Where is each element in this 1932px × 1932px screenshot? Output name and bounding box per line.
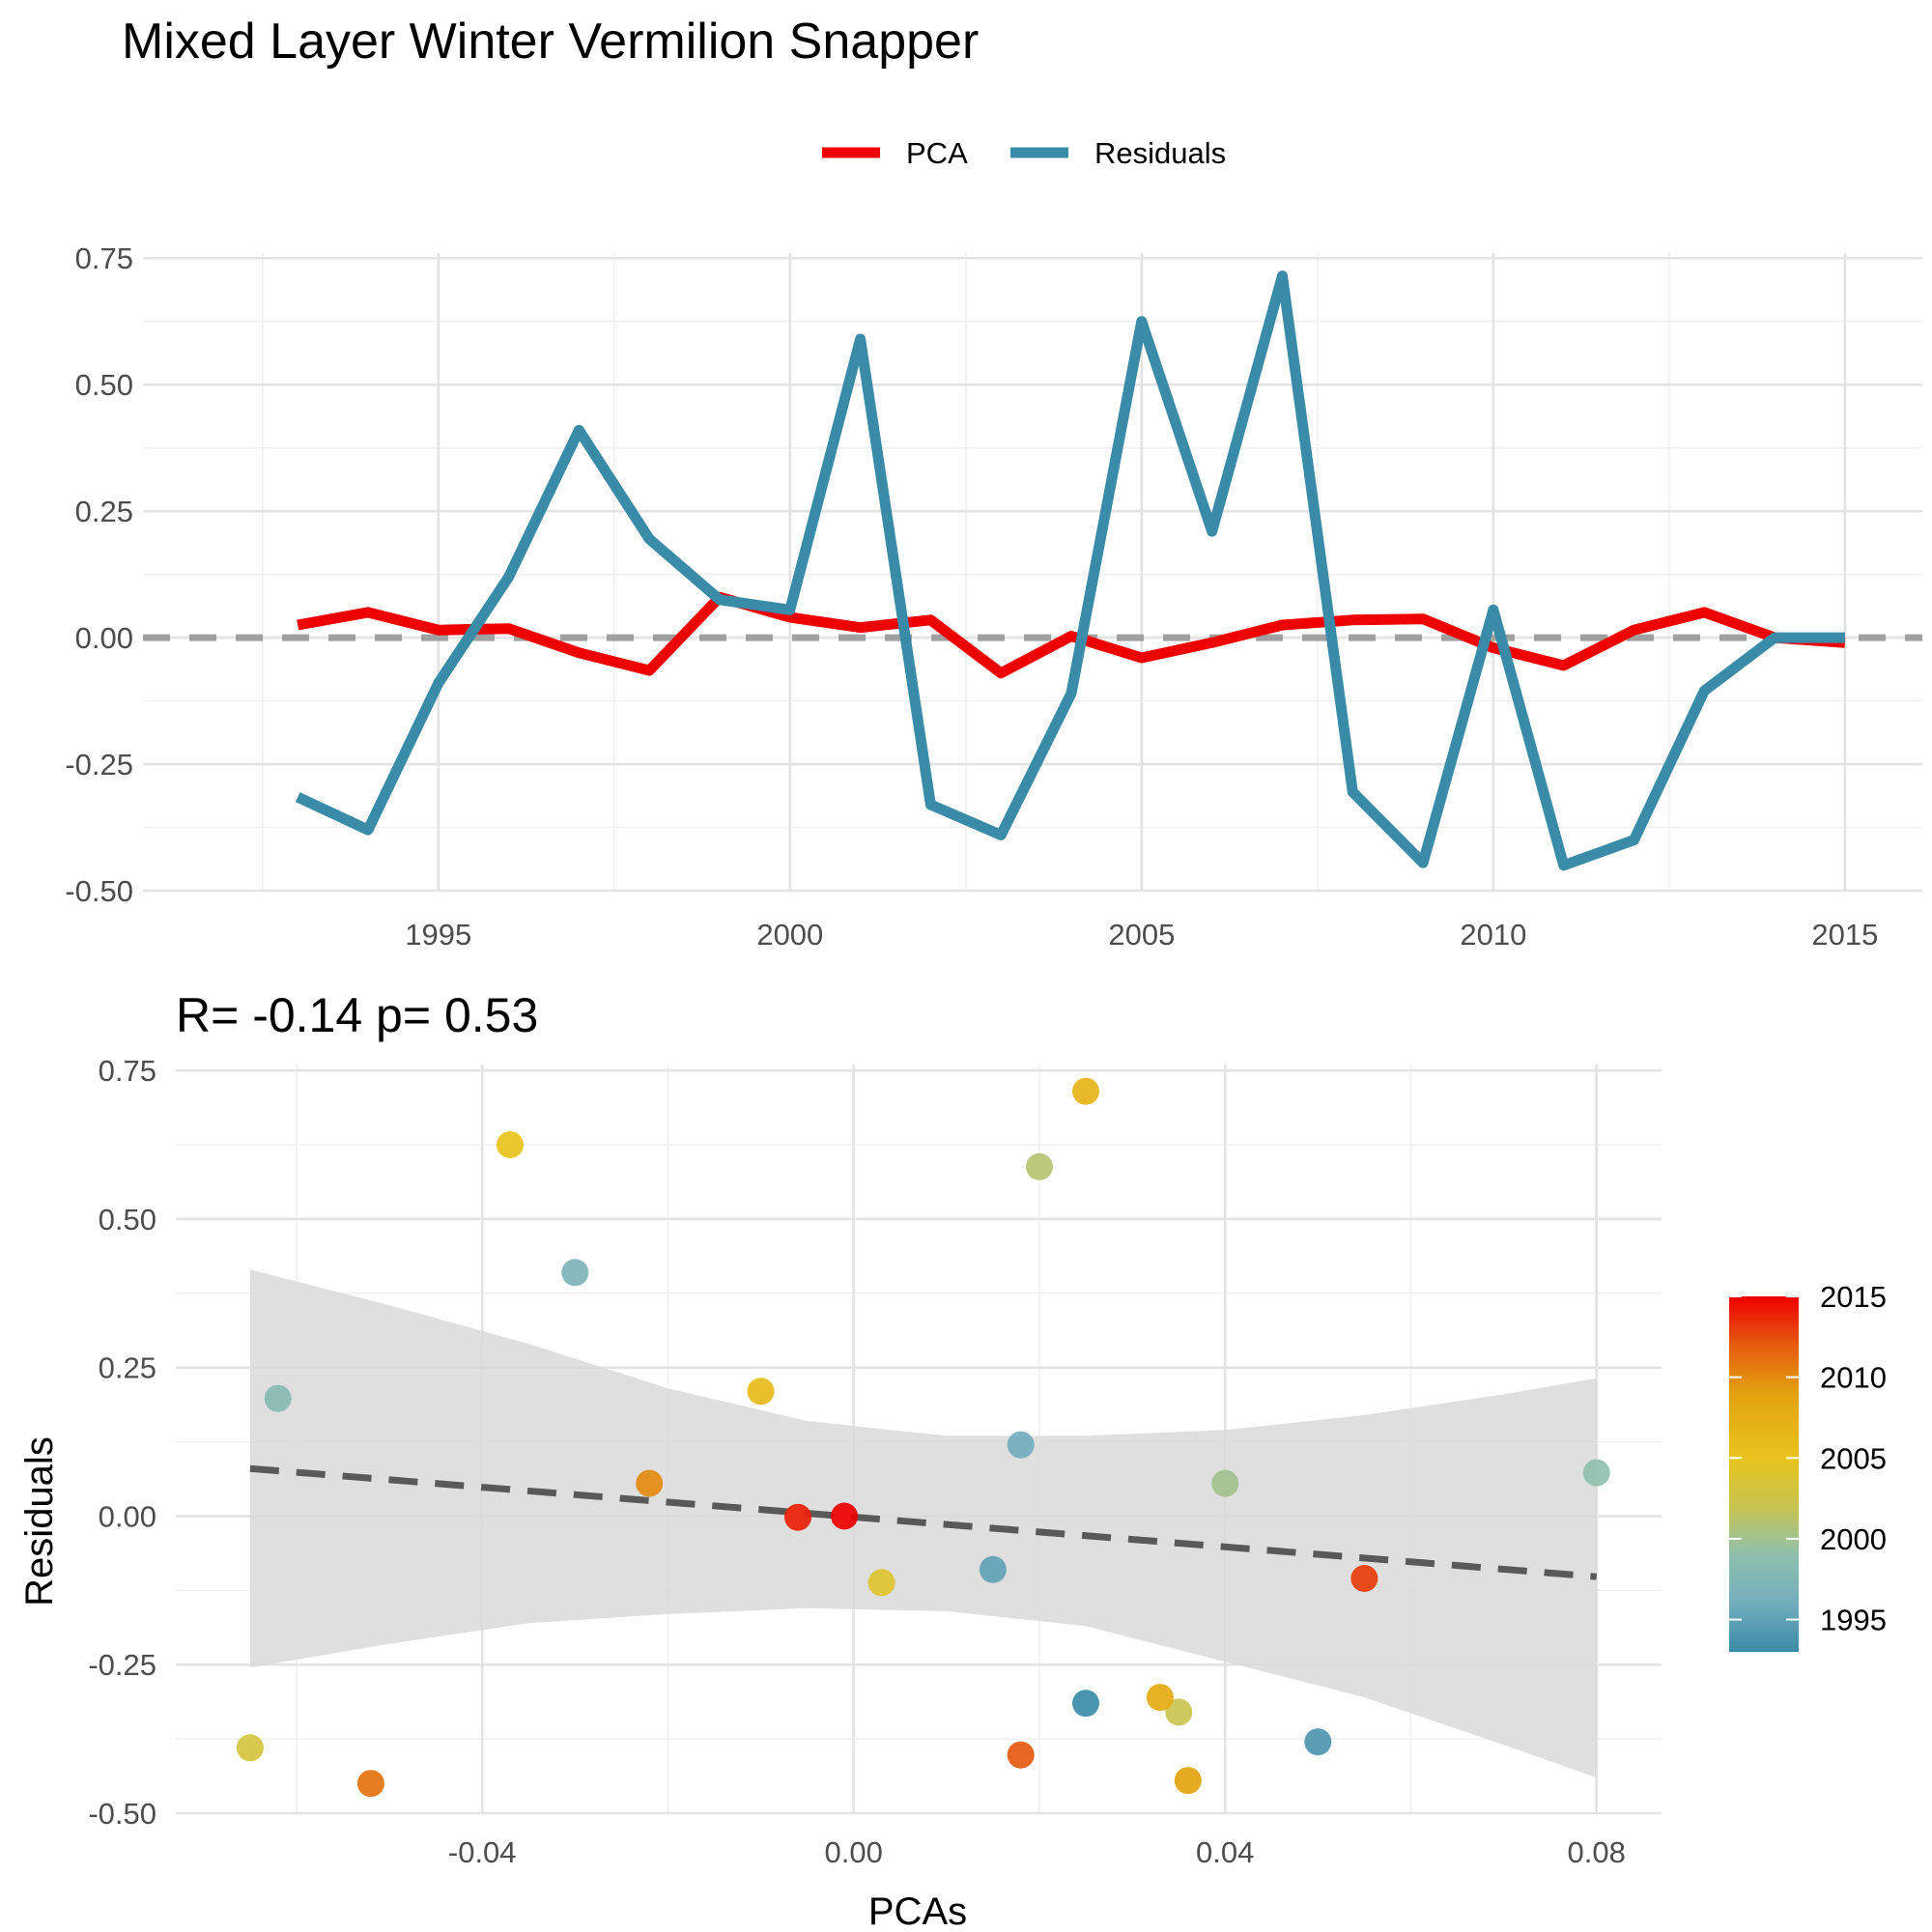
x-tick-label: 0.04 [1196, 1835, 1254, 1869]
line-chart-panel: 1995 2000 2005 2010 2015 -0.50 -0.25 0.00 0.25 0.… [65, 242, 1922, 952]
y-tick-label: 0.00 [75, 621, 133, 655]
scatter-point [264, 1384, 292, 1412]
scatter-point [784, 1503, 811, 1531]
y-tick-label: -0.25 [65, 748, 133, 781]
colorbar-label: 2015 [1820, 1280, 1887, 1314]
scatter-point [1350, 1565, 1378, 1592]
y-tick-label: 0.50 [75, 368, 133, 402]
x-tick-label: 2015 [1811, 918, 1878, 952]
scatter-point [747, 1378, 775, 1406]
scatter-point [1007, 1431, 1035, 1459]
scatter-ticks: -0.04 0.00 0.04 0.08 -0.50 -0.25 0.00 0.25 0.50 0… [88, 1054, 1626, 1869]
scatter-stats-title: R= -0.14 p= 0.53 [176, 988, 538, 1042]
x-tick-label: -0.04 [448, 1835, 517, 1869]
y-tick-label: 0.50 [99, 1203, 156, 1236]
colorbar-label: 2005 [1820, 1441, 1887, 1475]
scatter-point [236, 1734, 264, 1762]
line-chart-series [295, 270, 1846, 871]
chart-title: Mixed Layer Winter Vermilion Snapper [122, 14, 979, 70]
scatter-point [561, 1259, 589, 1287]
x-tick-label: 0.00 [825, 1835, 883, 1869]
scatter-point [1582, 1459, 1610, 1487]
scatter-point [1072, 1690, 1099, 1718]
scatter-panel: R= -0.14 p= 0.53 -0.04 0.00 0.04 0.08-0.50-… [18, 988, 1662, 1932]
x-tick-label: 2010 [1460, 918, 1526, 952]
colorbar-label: 2010 [1820, 1361, 1887, 1395]
x-tick-label: 1995 [405, 918, 471, 952]
scatter-point [1146, 1684, 1174, 1712]
y-tick-label: 0.75 [75, 242, 133, 275]
y-tick-label: -0.50 [65, 874, 133, 908]
colorbar-label: 2000 [1820, 1522, 1887, 1556]
x-tick-label: 0.08 [1568, 1835, 1626, 1869]
y-tick-label: -0.25 [88, 1648, 156, 1682]
scatter-points [236, 1077, 1610, 1798]
scatter-point [1174, 1767, 1202, 1795]
y-tick-label: 0.25 [75, 495, 133, 528]
year-colorbar: 2015 2010 2005 2000 1995 [1729, 1280, 1887, 1652]
y-tick-label: -0.50 [88, 1797, 156, 1831]
series-line-pca [297, 591, 1846, 679]
scatter-point [356, 1770, 384, 1798]
scatter-point [867, 1569, 895, 1597]
y-tick-label: 0.25 [99, 1351, 156, 1385]
legend-label-pca: PCA [906, 136, 968, 170]
scatter-point [1072, 1077, 1099, 1105]
scatter-point [1211, 1469, 1239, 1497]
y-axis-title: Residuals [18, 1436, 61, 1606]
colorbar-ticks: 2015 2010 2005 2000 1995 [1729, 1280, 1887, 1637]
regression-fit-line [249, 1464, 1597, 1580]
scatter-point [831, 1502, 859, 1530]
scatter-point [1007, 1741, 1035, 1769]
x-tick-label: 2000 [756, 918, 823, 952]
series-line-residuals [295, 270, 1845, 871]
legend-label-residuals: Residuals [1094, 136, 1226, 170]
y-tick-label: 0.00 [99, 1499, 156, 1533]
line-chart-ticks: 1995 2000 2005 2010 2015 -0.50 -0.25 0.00 0.25 0.… [65, 242, 1878, 952]
colorbar-gradient [1729, 1296, 1799, 1652]
x-tick-label: 2005 [1108, 918, 1175, 952]
scatter-point [979, 1555, 1007, 1583]
scatter-point [1304, 1728, 1332, 1756]
x-axis-title: PCAs [868, 1890, 967, 1932]
scatter-point [636, 1469, 664, 1497]
scatter-point [1026, 1152, 1053, 1180]
line-chart-grid [143, 253, 1922, 893]
y-tick-label: 0.75 [99, 1054, 156, 1088]
scatter-point [497, 1131, 524, 1158]
scatter-point [1165, 1698, 1193, 1726]
colorbar-label: 1995 [1820, 1604, 1887, 1637]
line-legend: PCA Residuals [822, 136, 1226, 170]
